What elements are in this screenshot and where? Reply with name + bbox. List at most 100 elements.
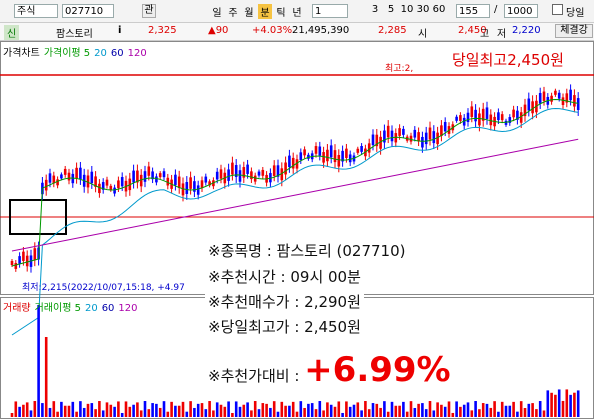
candle-body — [375, 134, 379, 147]
today-checkbox[interactable] — [552, 4, 563, 15]
volume-bar — [189, 401, 192, 417]
legend-item: 20 — [84, 303, 98, 314]
total-input[interactable]: 1000 — [504, 4, 538, 18]
volume-bar — [360, 410, 363, 417]
volume-bar — [428, 401, 432, 417]
market-select[interactable]: 주식 — [14, 4, 58, 18]
candle-body — [147, 166, 151, 176]
candle-body — [409, 135, 413, 142]
low-marker: 최저:2,215(2022/10/07,15:18, +4.97 — [22, 283, 185, 293]
volume-bar — [394, 405, 398, 417]
volume-bar — [200, 403, 204, 417]
candle-body — [360, 145, 363, 152]
minute-button[interactable]: 5 — [387, 4, 395, 15]
volume-bar — [417, 403, 420, 417]
minute-button[interactable]: 30 — [416, 4, 430, 15]
volume-bar — [307, 403, 310, 417]
volume-bar — [451, 412, 455, 417]
candle-body — [565, 93, 569, 103]
info-button[interactable]: i — [118, 25, 122, 36]
volume-bar — [421, 403, 424, 417]
candle-body — [459, 115, 462, 121]
candle-body — [291, 157, 295, 169]
candle-body — [250, 171, 253, 180]
period-button[interactable]: 월 — [244, 8, 254, 19]
volume-bar — [383, 401, 386, 417]
legend-item: 20 — [94, 48, 107, 59]
volume-bar — [379, 407, 382, 417]
code-input[interactable]: 027710 — [62, 4, 114, 18]
volume-bar — [375, 403, 379, 417]
favorite-button[interactable]: 관 — [142, 4, 156, 18]
legend-item: 60 — [101, 303, 115, 314]
overlay-line: ※추천매수가 : 2,290원 — [205, 291, 364, 312]
legend-item: 거래량 — [3, 303, 31, 314]
minute-button[interactable]: 3 — [371, 4, 379, 15]
candle-body — [394, 133, 398, 143]
candle-body — [52, 175, 56, 184]
price-legend: 가격차트 가격이평 5 20 60 120 — [3, 44, 151, 59]
volume-bar — [303, 407, 306, 417]
open-label: 시 — [418, 29, 428, 40]
volume-bar — [242, 404, 246, 417]
tab-button[interactable]: 체결강 — [555, 24, 593, 38]
volume-bar — [215, 402, 219, 417]
count-input[interactable]: 155 — [456, 4, 490, 18]
low-label: 저 — [497, 29, 507, 40]
volume-bar — [424, 409, 428, 417]
overlay-gain: ※추천가대비 : +6.99% — [205, 350, 454, 390]
candle-body — [181, 183, 185, 196]
volume-bar — [459, 406, 462, 417]
volume-bar — [440, 404, 443, 417]
high-marker: 최고:2, — [385, 64, 414, 74]
low-value: 2,220 — [512, 25, 541, 36]
candle-body — [139, 174, 143, 187]
volume-bar — [86, 403, 90, 417]
candle-body — [166, 177, 170, 186]
candle-body — [143, 171, 147, 182]
high-value: 2,450 — [458, 25, 487, 36]
candle-body — [33, 248, 37, 261]
volume-bar — [246, 402, 249, 417]
volume-bar — [474, 401, 477, 417]
candle-body — [527, 98, 531, 111]
candle-body — [557, 92, 561, 99]
volume-bar — [329, 404, 333, 417]
volume: 21,495,390 — [292, 25, 350, 36]
volume-bar — [352, 404, 356, 417]
candle-body — [489, 114, 493, 126]
volume-bar — [436, 402, 439, 417]
candle-body — [14, 263, 18, 269]
period-button[interactable]: 년 — [292, 8, 302, 19]
period-button[interactable]: 분 — [258, 4, 272, 19]
volume-bar — [158, 407, 162, 417]
volume-bar — [238, 406, 242, 417]
volume-bar — [193, 407, 196, 417]
volume-bar — [356, 402, 360, 417]
volume-bar — [71, 401, 75, 417]
candle-body — [269, 173, 272, 183]
period-button[interactable]: 일 — [212, 8, 222, 19]
volume-bar — [37, 305, 40, 417]
candle-body — [523, 104, 527, 117]
volume-bar — [132, 404, 135, 417]
minute-button[interactable]: 10 — [400, 4, 414, 15]
candle-body — [174, 174, 177, 186]
volume-bar — [466, 402, 470, 417]
volume-bar — [569, 394, 572, 417]
minute-button[interactable]: 60 — [432, 4, 446, 15]
volume-bar — [371, 403, 375, 417]
period-button[interactable]: 주 — [228, 8, 238, 19]
candle-body — [185, 182, 189, 194]
candle-body — [386, 125, 390, 138]
candle-body — [424, 132, 428, 145]
candle-body — [101, 182, 105, 190]
volume-bar — [269, 407, 272, 417]
high-note: 당일최고2,450원 — [452, 51, 564, 69]
period-button[interactable]: 틱 — [276, 8, 286, 19]
volume-bar — [44, 337, 48, 417]
volume-bar — [234, 401, 238, 417]
interval-select[interactable]: 1 — [312, 4, 348, 18]
volume-bar — [60, 401, 63, 417]
